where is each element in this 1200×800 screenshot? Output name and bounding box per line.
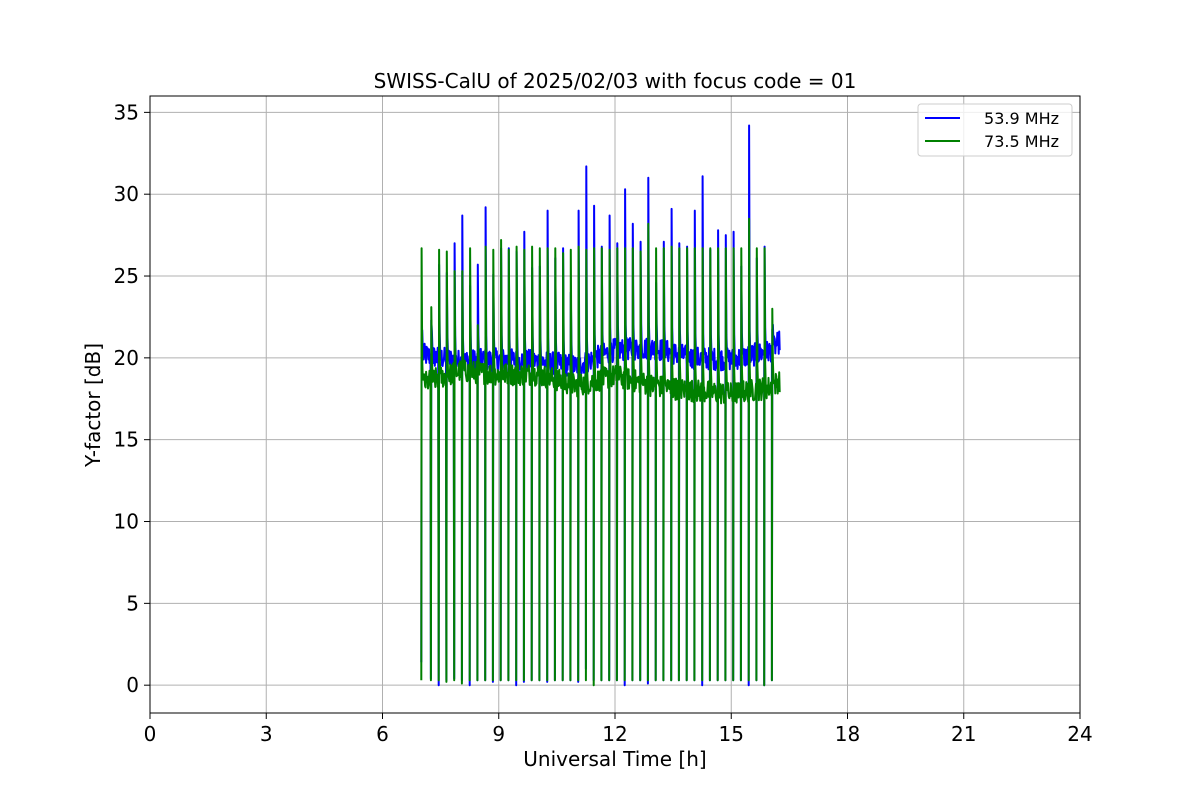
x-tick-label: 12	[602, 722, 627, 746]
y-tick-label: 0	[126, 673, 139, 697]
x-axis-ticks: 0 3 6 9 12 15 18 21 24	[144, 713, 1093, 746]
legend-label-series-2: 73.5 MHz	[984, 132, 1059, 151]
chart-title: SWISS-CalU of 2025/02/03 with focus code…	[374, 69, 857, 93]
y-tick-label: 15	[114, 428, 139, 452]
legend: 53.9 MHz 73.5 MHz	[917, 103, 1073, 157]
x-axis-label: Universal Time [h]	[523, 747, 706, 771]
x-tick-label: 15	[719, 722, 744, 746]
series-layer	[420, 124, 781, 687]
y-tick-label: 35	[114, 100, 139, 124]
x-tick-label: 0	[144, 722, 157, 746]
x-tick-label: 9	[492, 722, 505, 746]
y-tick-label: 5	[126, 591, 139, 615]
series-line-2	[420, 217, 781, 687]
y-tick-label: 25	[114, 264, 139, 288]
y-axis-label: Y-factor [dB]	[81, 343, 105, 468]
x-tick-label: 3	[260, 722, 273, 746]
x-tick-label: 18	[835, 722, 860, 746]
y-tick-label: 10	[114, 510, 139, 534]
y-tick-label: 20	[114, 346, 139, 370]
x-tick-label: 6	[376, 722, 389, 746]
x-tick-label: 24	[1067, 722, 1092, 746]
y-tick-label: 30	[114, 182, 139, 206]
legend-label-series-1: 53.9 MHz	[984, 109, 1059, 128]
x-tick-label: 21	[951, 722, 976, 746]
y-axis-ticks: 0 5 10 15 20 25 30 35	[114, 100, 150, 697]
